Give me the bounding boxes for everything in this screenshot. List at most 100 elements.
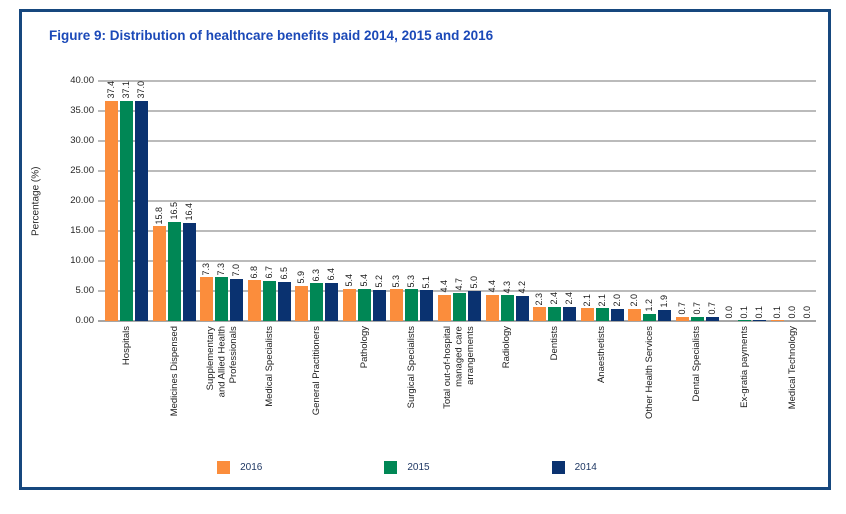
bar-2014: [563, 306, 577, 321]
bar-group: 7.3 7.3 7.0: [198, 81, 246, 321]
bar-2016: [628, 309, 642, 321]
bar-value-label: 5.4: [358, 274, 369, 287]
bar-column: 2.0: [628, 81, 642, 321]
gridline-20: [98, 200, 816, 202]
gridline-5: [98, 290, 816, 292]
bar-column: 7.0: [230, 81, 244, 321]
bar-value-label: 4.3: [501, 280, 512, 294]
bar-value-label: 16.4: [183, 203, 194, 221]
bar-column: 5.3: [405, 81, 419, 321]
bar-column: 2.4: [548, 81, 562, 321]
category-slot: Medical Technology: [768, 326, 816, 460]
bar-column: 37.1: [120, 81, 134, 321]
bar-group: 2.1 2.1 2.0: [578, 81, 626, 321]
category-label: Anaesthetists: [596, 326, 608, 384]
bar-value-label: 37.4: [106, 81, 117, 99]
bar-value-label: 0.7: [706, 302, 717, 315]
bar-value-label: 15.8: [153, 206, 164, 225]
category-label: Hospitals: [121, 326, 133, 366]
bar-value-label: 0.0: [801, 306, 812, 319]
y-axis-title: Percentage (%): [30, 166, 42, 236]
bar-2014: [135, 100, 149, 321]
bar-column: 0.7: [690, 81, 704, 321]
bar-value-label: 2.1: [581, 293, 592, 307]
bar-column: 5.0: [467, 81, 481, 321]
bar-2016: [390, 289, 404, 321]
bar-value-label: 6.8: [248, 265, 259, 279]
bar-2014: [277, 282, 291, 321]
y-tick-label: 40.00: [70, 74, 94, 86]
bar-group: 0.0 0.1 0.1: [721, 81, 769, 321]
bar-2014: [753, 320, 767, 321]
gridline-10: [98, 260, 816, 262]
bar-value-label: 6.4: [326, 268, 337, 281]
category-label: Radiology: [501, 326, 513, 369]
bar-2015: [167, 222, 181, 321]
bar-value-label: 2.0: [629, 294, 640, 307]
bar-column: 2.1: [595, 81, 609, 321]
bar-2016: [485, 294, 499, 321]
bar-2014: [467, 291, 481, 321]
bar-value-label: 0.1: [754, 305, 765, 319]
legend-item-2016: 2016: [217, 461, 262, 474]
bar-column: 7.3: [215, 81, 229, 321]
bar-group: 15.8 16.5 16.4: [151, 81, 199, 321]
bar-value-label: 6.5: [278, 267, 289, 280]
bar-2015: [120, 100, 134, 321]
bar-column: 6.7: [262, 81, 276, 321]
bar-value-label: 2.4: [549, 292, 560, 305]
bar-column: 0.1: [770, 81, 784, 321]
bar-value-label: 0.0: [786, 306, 797, 319]
bar-column: 16.5: [167, 81, 181, 321]
bar-group: 37.4 37.1 37.0: [103, 81, 151, 321]
bar-2016: [675, 316, 689, 321]
y-tick-label: 30.00: [70, 134, 94, 146]
bar-value-label: 5.9: [296, 271, 307, 284]
bar-column: 0.0: [723, 81, 736, 321]
gridline-15: [98, 230, 816, 232]
bar-column: 15.8: [152, 81, 166, 321]
bar-column: 6.5: [277, 81, 291, 321]
bar-2016: [200, 277, 214, 321]
category-label: Total out-of-hospital managed care arran…: [442, 326, 477, 409]
bar-column: 2.4: [563, 81, 577, 321]
bar-2015: [643, 313, 657, 321]
bar-value-label: 4.7: [453, 278, 464, 291]
bar-value-label: 7.3: [216, 262, 227, 276]
bar-value-label: 5.0: [468, 276, 479, 289]
bar-2015: [452, 292, 466, 321]
x-axis-category-labels: Hospitals Medicines Dispensed Supplementar…: [103, 326, 816, 460]
bar-value-label: 0.7: [691, 302, 702, 315]
plot-area: 0.00 5.00 10.00 15.00 20.00 25.00 30.00 35.00 40…: [70, 75, 816, 326]
category-slot: General Practitioners: [293, 326, 341, 460]
legend-label: 2014: [574, 462, 597, 473]
bar-value-label: 37.0: [136, 81, 147, 99]
legend-swatch-icon: [551, 461, 565, 474]
bar-value-label: 0.0: [724, 306, 735, 319]
bar-group: 6.8 6.7 6.5: [246, 81, 294, 321]
bar-2015: [215, 277, 229, 321]
bar-value-label: 7.0: [231, 264, 242, 277]
bar-group: 5.4 5.4 5.2: [341, 81, 389, 321]
legend-swatch-icon: [384, 461, 398, 474]
y-tick-label: 35.00: [70, 104, 94, 116]
bar-2014: [658, 309, 672, 321]
category-slot: Total out-of-hospital managed care arran…: [436, 326, 484, 460]
bar-column: 2.0: [610, 81, 624, 321]
bar-column: 37.0: [135, 81, 149, 321]
gridline-0: [98, 320, 816, 322]
bar-value-label: 4.4: [438, 280, 449, 293]
bar-group: 5.9 6.3 6.4: [293, 81, 341, 321]
bar-column: 6.3: [310, 81, 324, 321]
bar-column: 4.4: [437, 81, 451, 321]
y-tick-label: 15.00: [70, 224, 94, 236]
bar-column: 4.2: [515, 81, 529, 321]
bar-column: 0.1: [738, 81, 752, 321]
bar-2014: [372, 289, 386, 321]
category-label: Other Health Services: [643, 326, 655, 419]
gridline-40: [98, 80, 816, 82]
bar-value-label: 5.4: [343, 274, 354, 287]
bar-value-label: 37.1: [121, 81, 132, 99]
y-tick-label: 5.00: [75, 284, 95, 296]
bar-group: 5.3 5.3 5.1: [388, 81, 436, 321]
